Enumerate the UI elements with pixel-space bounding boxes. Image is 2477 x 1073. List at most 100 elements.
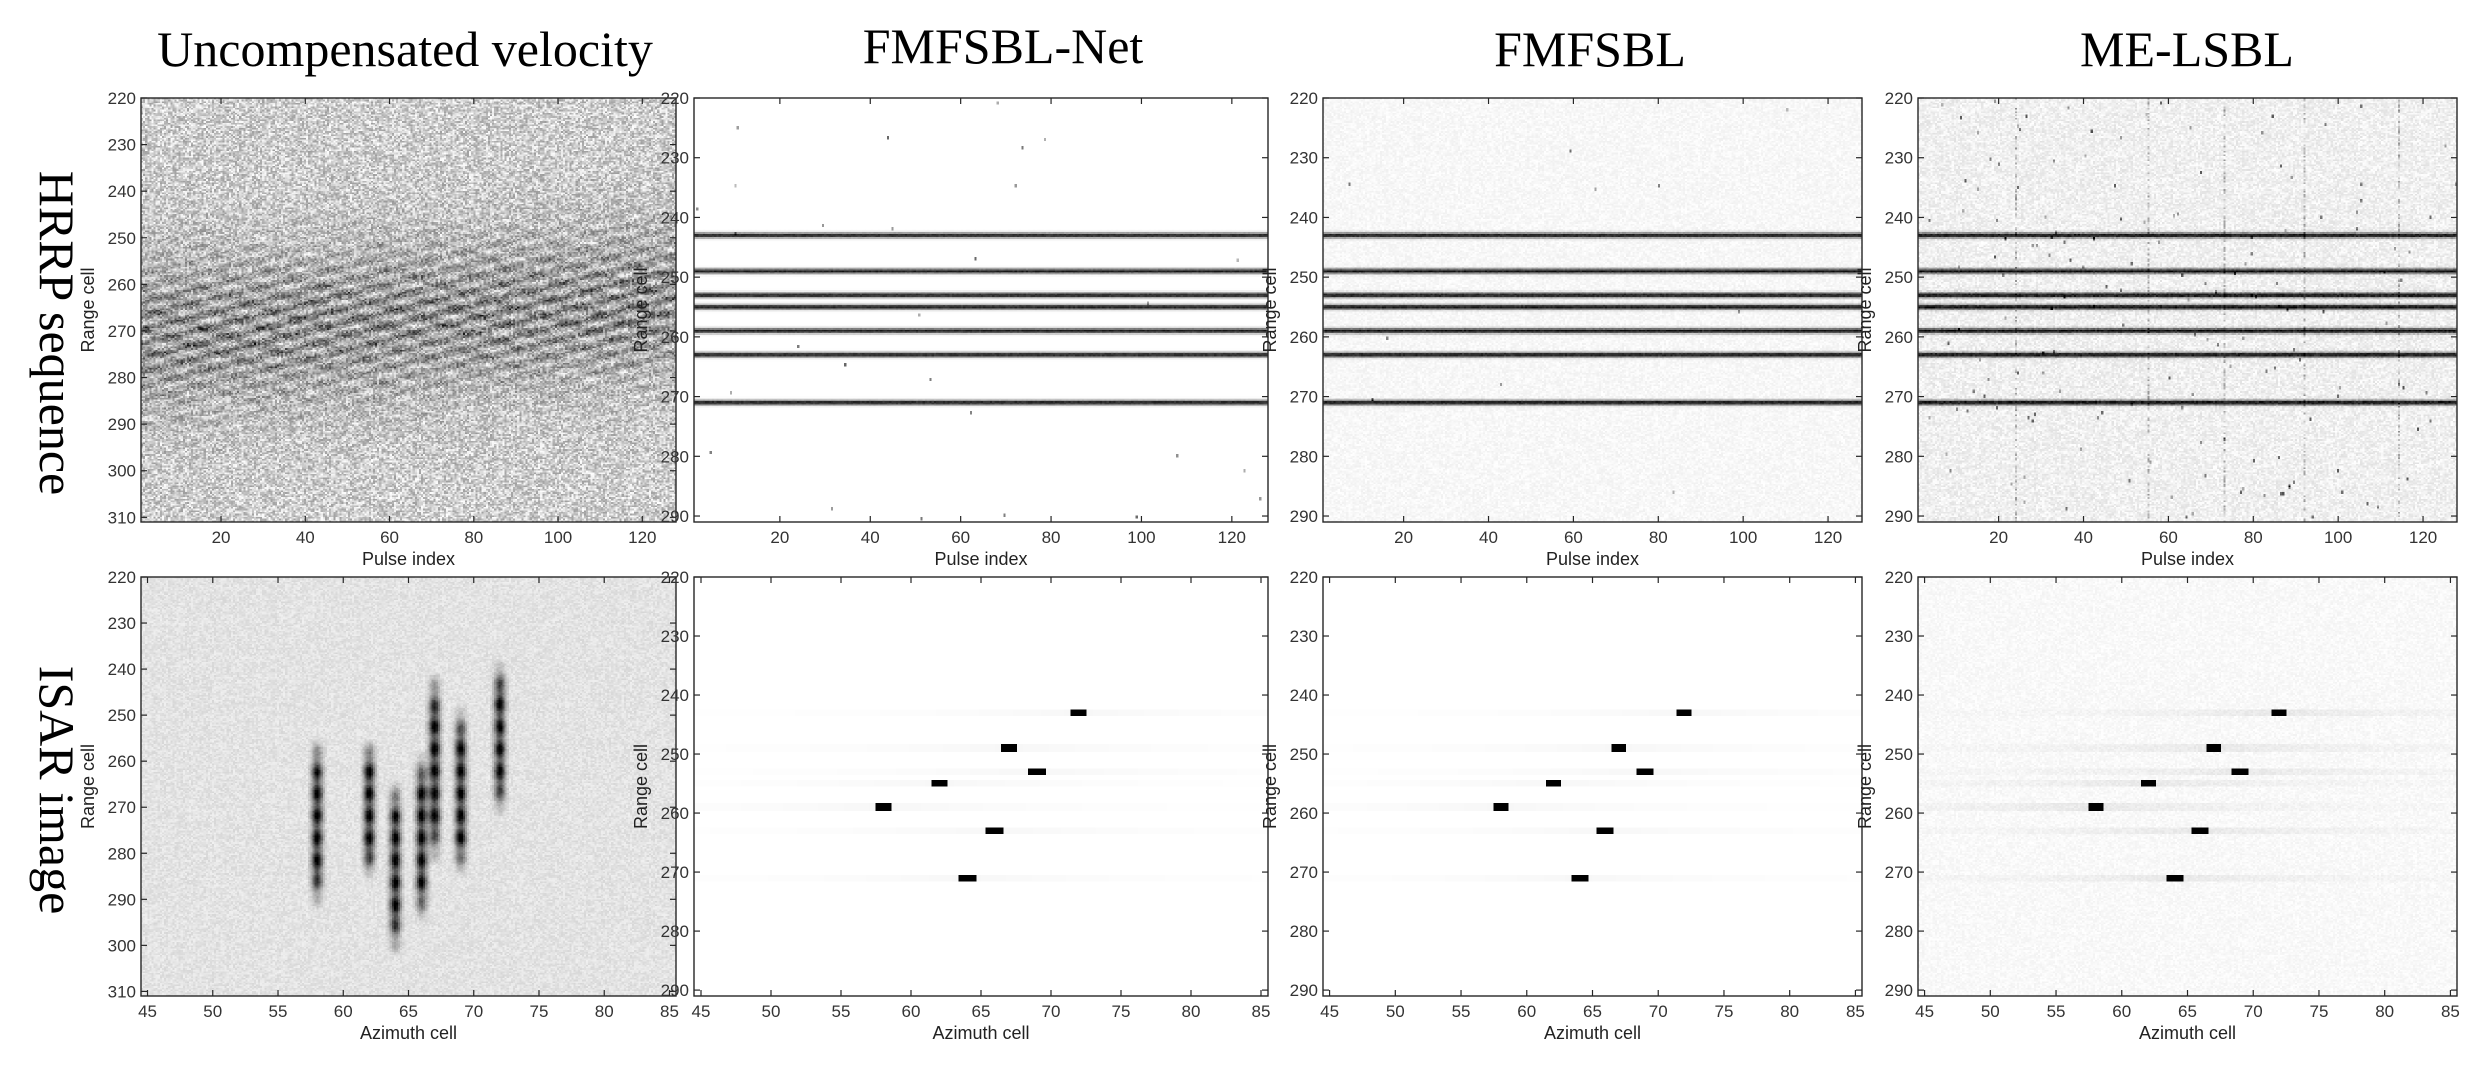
y-tick-label: 230	[661, 627, 689, 646]
y-tick-label: 280	[661, 447, 689, 466]
x-tick-label: 60	[1564, 528, 1583, 547]
heatmap-image	[141, 577, 676, 996]
x-tick-label: 75	[2310, 1002, 2329, 1021]
x-tick-label: 60	[334, 1002, 353, 1021]
y-tick-label: 230	[108, 136, 136, 155]
y-tick-label: 250	[1290, 268, 1318, 287]
x-tick-label: 55	[2047, 1002, 2066, 1021]
y-tick-label: 280	[661, 922, 689, 941]
x-tick-label: 55	[832, 1002, 851, 1021]
x-tick-label: 85	[2441, 1002, 2460, 1021]
x-tick-label: 55	[269, 1002, 288, 1021]
y-tick-label: 240	[1290, 686, 1318, 705]
x-tick-label: 100	[1729, 528, 1757, 547]
panel: 20 40 60 80 100 120 220 230 240 250 260 270 280 290 Pu…	[631, 89, 1269, 569]
x-axis-label: Azimuth cell	[932, 1023, 1029, 1043]
x-tick-label: 120	[2409, 528, 2437, 547]
panel: 45 50 55 60 65 70 75 80 85 220 230 240 250 260 270 280 2…	[78, 568, 679, 1043]
y-tick-label: 260	[1290, 328, 1318, 347]
y-tick-label: 290	[108, 415, 136, 434]
x-tick-label: 60	[951, 528, 970, 547]
y-axis-label: Range cell	[78, 267, 98, 352]
x-tick-label: 50	[1981, 1002, 2000, 1021]
y-tick-label: 250	[1885, 745, 1913, 764]
y-tick-label: 260	[1885, 328, 1913, 347]
x-tick-label: 70	[464, 1002, 483, 1021]
y-tick-label: 280	[1290, 447, 1318, 466]
y-tick-label: 290	[1885, 507, 1913, 526]
x-tick-label: 80	[1780, 1002, 1799, 1021]
x-axis-label: Pulse index	[362, 549, 455, 569]
y-tick-label: 220	[661, 89, 689, 108]
x-tick-label: 70	[2244, 1002, 2263, 1021]
axes-frame	[1322, 97, 1863, 523]
axes-frame	[1917, 97, 2458, 523]
y-tick-label: 290	[661, 507, 689, 526]
y-tick-label: 280	[108, 369, 136, 388]
y-tick-label: 220	[1290, 568, 1318, 587]
x-tick-label: 75	[530, 1002, 549, 1021]
column-title-me-lsbl: ME-LSBL	[2080, 21, 2294, 77]
y-tick-label: 280	[1290, 922, 1318, 941]
row-label-isar: ISAR image	[29, 666, 85, 915]
x-tick-label: 60	[902, 1002, 921, 1021]
y-tick-label: 240	[661, 686, 689, 705]
x-tick-label: 80	[1182, 1002, 1201, 1021]
heatmap-image	[694, 98, 1268, 522]
x-tick-label: 80	[2244, 528, 2263, 547]
y-tick-label: 290	[108, 890, 136, 909]
x-tick-label: 55	[1452, 1002, 1471, 1021]
panel: 45 50 55 60 65 70 75 80 85 220 230 240 250 260 270 280 2…	[1260, 568, 1865, 1043]
y-tick-label: 280	[1885, 447, 1913, 466]
x-tick-label: 40	[1479, 528, 1498, 547]
y-tick-label: 240	[661, 208, 689, 227]
panel: 45 50 55 60 65 70 75 80 85 220 230 240 250 260 270 280 2…	[631, 568, 1270, 1043]
y-tick-label: 260	[1290, 804, 1318, 823]
y-tick-label: 270	[1885, 388, 1913, 407]
heatmap-image	[1323, 577, 1862, 996]
y-tick-label: 260	[661, 804, 689, 823]
heatmap-image	[141, 98, 676, 522]
x-tick-label: 40	[296, 528, 315, 547]
y-tick-label: 270	[108, 322, 136, 341]
x-axis-label: Pulse index	[1546, 549, 1639, 569]
y-tick-label: 260	[661, 328, 689, 347]
column-title-uncompensated: Uncompensated velocity	[157, 21, 653, 77]
y-tick-label: 260	[108, 275, 136, 294]
x-tick-label: 20	[212, 528, 231, 547]
x-tick-label: 65	[2178, 1002, 2197, 1021]
y-tick-label: 250	[661, 745, 689, 764]
y-tick-label: 270	[661, 388, 689, 407]
x-tick-label: 65	[972, 1002, 991, 1021]
y-tick-label: 300	[108, 462, 136, 481]
y-axis-label: Range cell	[78, 744, 98, 829]
x-tick-label: 20	[770, 528, 789, 547]
x-tick-label: 75	[1715, 1002, 1734, 1021]
y-tick-label: 260	[108, 752, 136, 771]
y-tick-label: 250	[108, 706, 136, 725]
x-tick-label: 40	[2074, 528, 2093, 547]
column-title-fmfsbl-net: FMFSBL-Net	[863, 18, 1144, 74]
x-tick-label: 85	[1252, 1002, 1271, 1021]
y-axis-label: Range cell	[1855, 744, 1875, 829]
y-axis-label: Range cell	[1260, 744, 1280, 829]
y-tick-label: 230	[1290, 627, 1318, 646]
x-axis-label: Pulse index	[934, 549, 1027, 569]
x-tick-label: 80	[2375, 1002, 2394, 1021]
y-tick-label: 230	[108, 614, 136, 633]
x-tick-label: 85	[1846, 1002, 1865, 1021]
x-tick-label: 60	[2159, 528, 2178, 547]
y-axis-label: Range cell	[631, 267, 651, 352]
x-tick-label: 60	[380, 528, 399, 547]
x-tick-label: 50	[1386, 1002, 1405, 1021]
x-axis-label: Pulse index	[2141, 549, 2234, 569]
y-tick-label: 270	[661, 863, 689, 882]
y-tick-label: 220	[108, 89, 136, 108]
y-tick-label: 230	[1290, 149, 1318, 168]
panel: 45 50 55 60 65 70 75 80 85 220 230 240 250 260 270 280 2…	[1855, 568, 2460, 1043]
y-tick-label: 290	[661, 981, 689, 1000]
x-tick-label: 85	[660, 1002, 679, 1021]
heatmap-image	[1918, 98, 2457, 522]
y-tick-label: 220	[661, 568, 689, 587]
x-tick-label: 80	[1042, 528, 1061, 547]
